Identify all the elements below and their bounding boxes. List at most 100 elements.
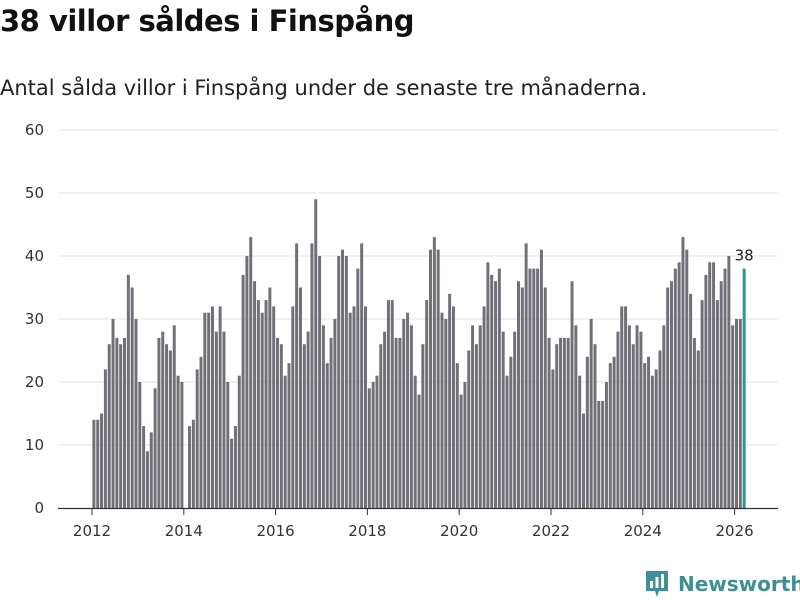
x-tick-label: 2022 bbox=[532, 522, 570, 540]
bar bbox=[126, 274, 130, 508]
bar bbox=[337, 256, 341, 508]
bar bbox=[195, 369, 199, 508]
bar bbox=[528, 268, 532, 508]
bar bbox=[627, 325, 631, 508]
bar bbox=[681, 237, 685, 508]
bar bbox=[440, 312, 444, 508]
bar bbox=[448, 293, 452, 508]
bar bbox=[482, 306, 486, 508]
bar bbox=[670, 281, 673, 508]
bar bbox=[425, 300, 429, 508]
bar bbox=[417, 394, 421, 508]
bar bbox=[467, 350, 471, 508]
bar bbox=[149, 432, 153, 508]
y-tick-label: 0 bbox=[34, 499, 44, 517]
bar bbox=[562, 337, 566, 508]
bar bbox=[367, 388, 371, 508]
bar bbox=[692, 337, 696, 508]
bar bbox=[321, 325, 325, 508]
bar bbox=[100, 413, 104, 508]
bar bbox=[455, 363, 459, 508]
bar bbox=[409, 325, 413, 508]
bar bbox=[585, 356, 589, 508]
bar bbox=[662, 325, 666, 508]
y-tick-label: 60 bbox=[25, 121, 44, 139]
bar bbox=[532, 268, 536, 508]
bar bbox=[298, 287, 302, 508]
bar bbox=[578, 375, 582, 508]
bar bbox=[161, 331, 165, 508]
bar bbox=[631, 344, 635, 508]
bar bbox=[639, 331, 643, 508]
bar bbox=[398, 337, 402, 508]
bar bbox=[142, 426, 146, 508]
bar bbox=[494, 281, 498, 508]
bar-latest bbox=[742, 268, 746, 508]
bar bbox=[119, 344, 123, 508]
bar bbox=[712, 262, 716, 508]
x-tick-label: 2018 bbox=[348, 522, 386, 540]
newsworthy-logo: Newsworthy bbox=[644, 568, 800, 600]
y-tick-label: 50 bbox=[25, 184, 44, 202]
bar bbox=[589, 319, 593, 508]
bar bbox=[723, 268, 727, 508]
bar bbox=[421, 344, 425, 508]
bar bbox=[513, 331, 517, 508]
bar bbox=[451, 306, 455, 508]
bar bbox=[520, 287, 524, 508]
x-tick-label: 2024 bbox=[624, 522, 662, 540]
bar bbox=[318, 256, 322, 508]
bar bbox=[218, 306, 222, 508]
bar bbox=[130, 287, 134, 508]
bar bbox=[291, 306, 295, 508]
bar bbox=[344, 256, 348, 508]
bar bbox=[314, 199, 318, 509]
bar bbox=[165, 344, 169, 508]
bar bbox=[689, 293, 693, 508]
bar bbox=[490, 274, 494, 508]
y-tick-label: 40 bbox=[25, 247, 44, 265]
bar bbox=[211, 306, 214, 508]
bar bbox=[375, 375, 379, 508]
bar bbox=[295, 243, 299, 508]
bar bbox=[677, 262, 681, 508]
bar bbox=[478, 325, 482, 508]
bar bbox=[593, 344, 597, 508]
bar bbox=[371, 382, 375, 508]
data-label-latest: 38 bbox=[735, 247, 754, 265]
bar bbox=[341, 249, 345, 508]
bar bbox=[719, 281, 723, 508]
bar bbox=[536, 268, 540, 508]
bar bbox=[283, 375, 287, 508]
bar bbox=[348, 312, 352, 508]
bar bbox=[253, 281, 257, 508]
bar bbox=[620, 306, 624, 508]
bar bbox=[429, 249, 432, 508]
bar bbox=[570, 281, 574, 508]
chart-subtitle: Antal sålda villor i Finspång under de s… bbox=[0, 76, 648, 100]
bar bbox=[708, 262, 712, 508]
bar bbox=[134, 319, 138, 508]
bar bbox=[390, 300, 394, 508]
bar bbox=[524, 243, 528, 508]
bar bbox=[260, 312, 264, 508]
bar bbox=[715, 300, 719, 508]
bar bbox=[302, 344, 306, 508]
bar bbox=[501, 331, 505, 508]
bar bbox=[582, 413, 585, 508]
bar bbox=[463, 382, 467, 508]
bar bbox=[616, 331, 620, 508]
bar bbox=[685, 249, 689, 508]
bar bbox=[153, 388, 157, 508]
y-tick-label: 30 bbox=[25, 310, 44, 328]
bar bbox=[471, 325, 475, 508]
bar bbox=[731, 325, 735, 508]
bar bbox=[436, 249, 440, 508]
bar bbox=[566, 337, 570, 508]
bars bbox=[92, 199, 746, 509]
bar bbox=[604, 382, 608, 508]
bar bbox=[738, 319, 742, 508]
bar bbox=[559, 337, 563, 508]
bar bbox=[704, 274, 708, 508]
